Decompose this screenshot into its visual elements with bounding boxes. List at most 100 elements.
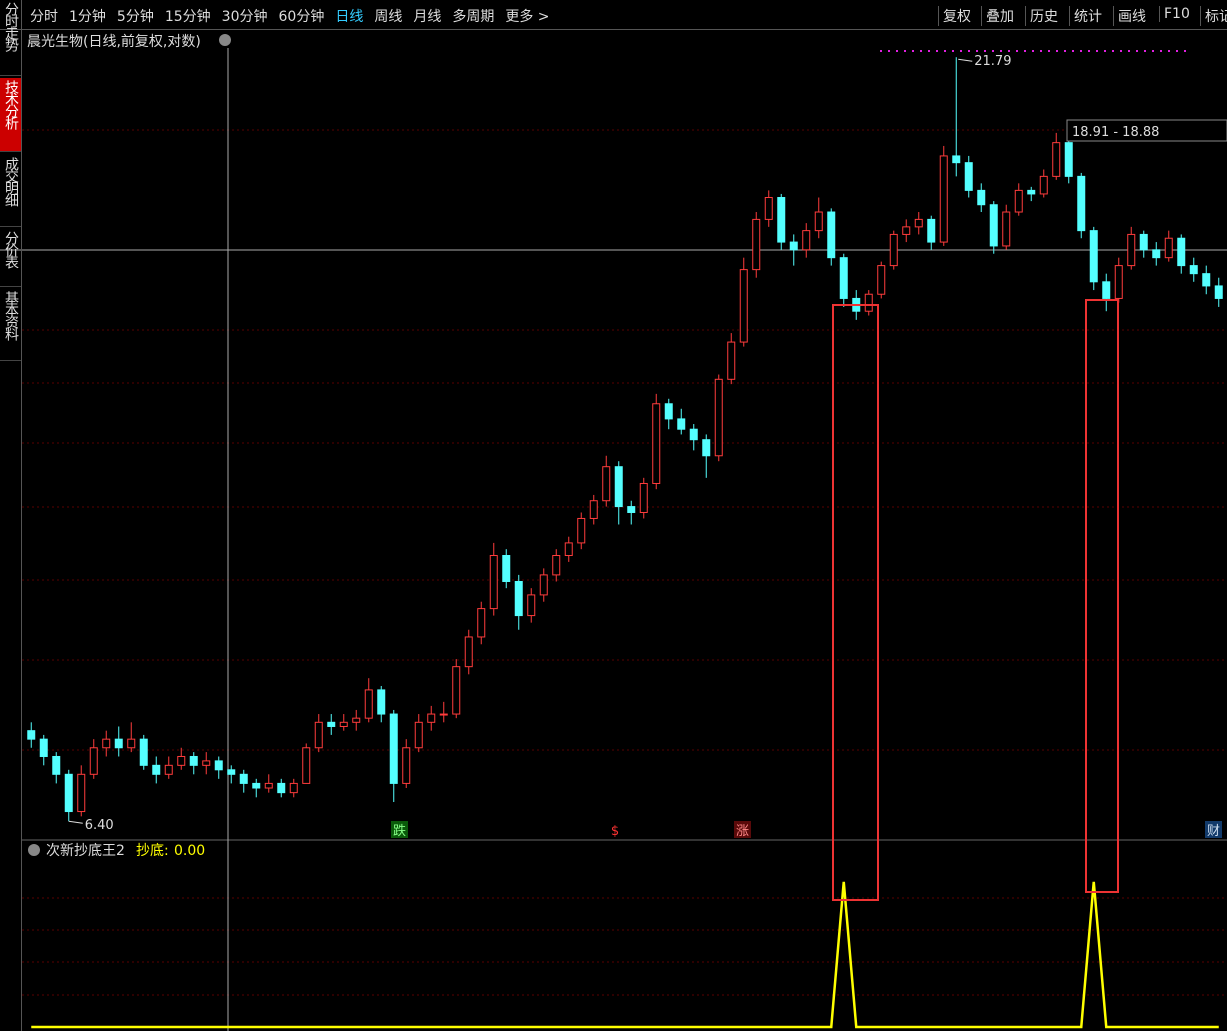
candle-body [552, 555, 561, 576]
candle-body [1039, 175, 1048, 195]
low-arrow [68, 820, 83, 824]
marker-bg [734, 821, 751, 838]
candle-body [989, 204, 998, 247]
toolbar: 分时 1分钟 5分钟 15分钟 30分钟 60分钟 日线 周线 月线 多周期 更多 > 复权 叠加 历史统… [0, 0, 1227, 30]
tool-button[interactable]: F10 [1159, 6, 1190, 22]
candle-body [514, 580, 523, 617]
marker[interactable]: 涨 [736, 824, 749, 839]
candle-body [189, 755, 198, 766]
candle-body [739, 269, 748, 343]
period-tab[interactable]: 60分钟 [278, 9, 325, 25]
tool-button[interactable]: 叠加 [981, 6, 1014, 26]
candle-body [1064, 142, 1073, 177]
candle-body [377, 689, 386, 715]
candle-body [1152, 249, 1161, 259]
period-tab[interactable]: 30分钟 [221, 9, 268, 25]
candle-body [889, 233, 898, 267]
indicator-line [31, 881, 1219, 1029]
candle-body [352, 717, 361, 723]
candle-body [1052, 142, 1061, 177]
candle-body [214, 760, 223, 771]
grid [22, 129, 1227, 996]
candle-body [1127, 233, 1136, 267]
candle-body [239, 773, 248, 784]
candle-body [1089, 230, 1098, 283]
indicator [31, 881, 1219, 1029]
candle-body [902, 226, 911, 235]
candle-body [364, 689, 373, 719]
highlight-box [832, 304, 879, 901]
candle-body [489, 555, 498, 610]
candle-body [127, 738, 136, 749]
period-tab[interactable]: 分时 [30, 9, 58, 25]
range-label: 18.91 - 18.88 [1072, 125, 1159, 140]
candle-body [964, 162, 973, 191]
side-tab[interactable]: 技术分析 [0, 78, 21, 152]
candle-body [452, 666, 461, 715]
candle-body [139, 738, 148, 766]
candle-body [464, 636, 473, 668]
side-tab[interactable]: 基本资料 [0, 289, 21, 361]
candle-body [639, 482, 648, 513]
period-tab[interactable]: 周线 [374, 9, 403, 25]
marker[interactable]: 跌 [393, 823, 406, 839]
tool-button[interactable]: 统计 [1069, 6, 1102, 26]
candle-body [1164, 237, 1173, 259]
period-tab[interactable]: 多周期 [452, 9, 495, 25]
side-tab[interactable]: 成交明细 [0, 155, 21, 227]
marker[interactable]: 财 [1207, 824, 1220, 839]
candle-body [539, 574, 548, 596]
candle-body [564, 542, 573, 557]
candle-body [864, 293, 873, 312]
candle-body [39, 738, 48, 757]
candle-body [289, 782, 298, 794]
candle-body [702, 439, 711, 457]
period-tab[interactable]: 1分钟 [69, 9, 106, 25]
candle-body [477, 608, 486, 638]
candle-body [714, 378, 723, 457]
tool-button[interactable]: 画线 [1113, 6, 1146, 26]
highlight-box [1085, 299, 1119, 893]
range-box [1066, 119, 1227, 142]
period-tab[interactable]: 月线 [413, 9, 442, 25]
tool-button[interactable]: 历史 [1025, 6, 1058, 26]
candle-body [502, 555, 511, 582]
indicator-title: 次新抄底王2 [46, 843, 125, 859]
candle-body [839, 257, 848, 299]
tool-button[interactable]: 标记 [1200, 6, 1227, 26]
menu-icon[interactable] [219, 34, 231, 46]
candle-body [939, 155, 948, 243]
candle-body [302, 747, 311, 784]
period-tab[interactable]: 日线 [335, 9, 364, 25]
candle-body [389, 713, 398, 784]
candle-body [264, 782, 273, 789]
candle-body [927, 218, 936, 243]
candle-body [777, 197, 786, 243]
candle-body [527, 594, 536, 617]
candle-body [152, 764, 161, 775]
period-tab[interactable]: 15分钟 [164, 9, 211, 25]
tool-button[interactable]: 复权 [938, 6, 971, 26]
candle-body [402, 747, 411, 784]
candle-body [1102, 281, 1111, 299]
marker[interactable]: $ [611, 824, 619, 839]
candle-body [1114, 265, 1123, 299]
candle-body [1202, 273, 1211, 287]
indicator-value: 0.00 [174, 843, 205, 859]
period-tab[interactable]: 5分钟 [116, 9, 154, 25]
candle-body [339, 721, 348, 727]
candle-body [1027, 189, 1036, 195]
candle-body [1014, 189, 1023, 213]
candle-body [52, 755, 61, 775]
candle-body [664, 403, 673, 420]
candle-body [877, 265, 886, 295]
candle-body [1139, 233, 1148, 251]
candle-body [114, 738, 123, 749]
period-tab[interactable]: 更多 > [505, 9, 550, 25]
side-tab[interactable]: 分时走势 [0, 0, 21, 76]
menu-icon[interactable] [28, 844, 40, 856]
candles: 21.79 6.40 [27, 54, 1223, 833]
candle-body [764, 197, 773, 220]
side-tab[interactable]: 分价表 [0, 229, 21, 287]
